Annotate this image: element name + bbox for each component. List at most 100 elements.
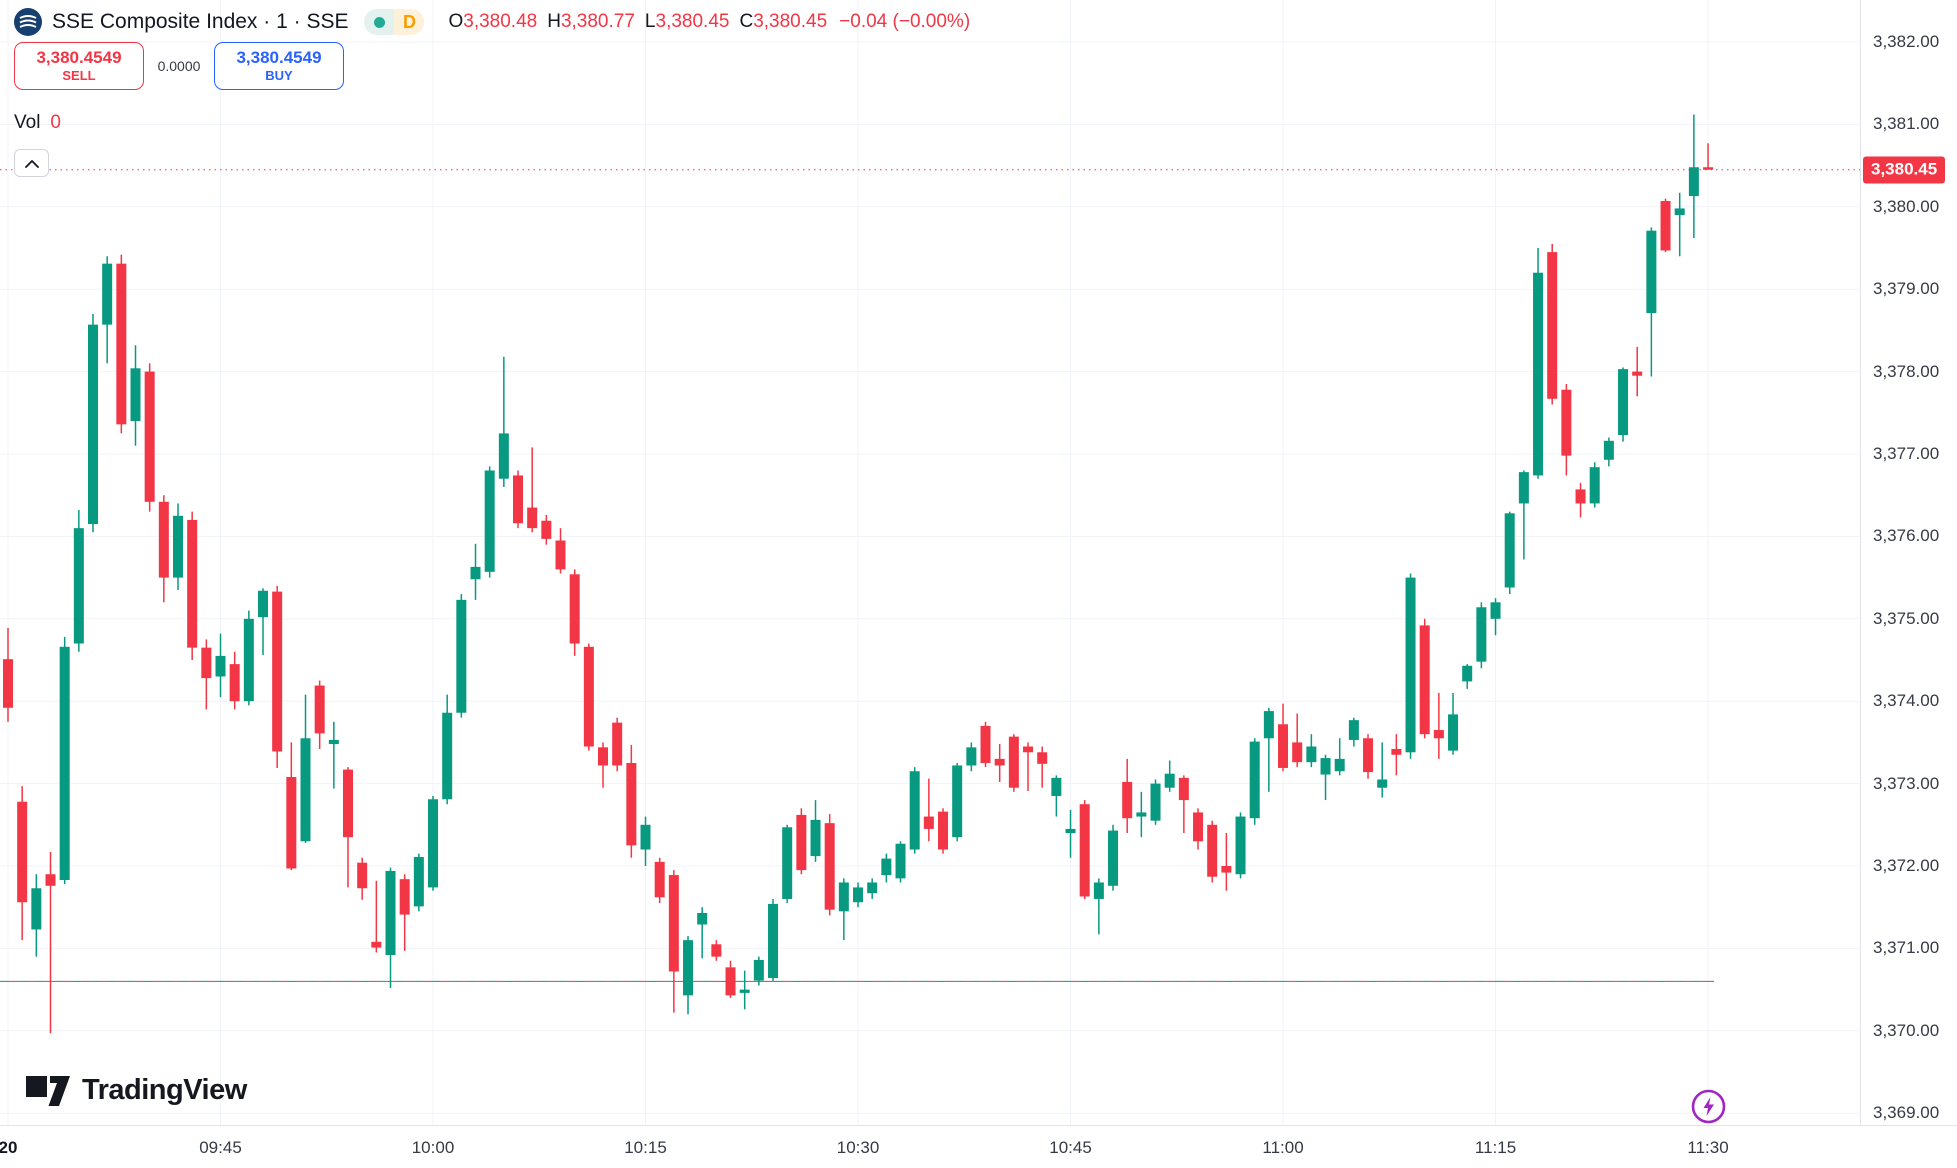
high-value: 3,380.77 bbox=[560, 11, 635, 32]
price-axis-label: 3,382.00 bbox=[1873, 32, 1940, 51]
candle-body bbox=[3, 659, 13, 708]
candle-body bbox=[711, 944, 722, 957]
time-axis-label: 11:15 bbox=[1474, 1138, 1517, 1157]
candlestick-chart[interactable] bbox=[0, 0, 1860, 1125]
interval-badge[interactable]: D bbox=[394, 9, 425, 35]
candle-body bbox=[498, 433, 509, 479]
candle-body bbox=[1037, 752, 1048, 764]
candle-body bbox=[73, 528, 84, 644]
buy-label: BUY bbox=[265, 68, 293, 83]
candle-body bbox=[1306, 746, 1317, 763]
candle-body bbox=[229, 664, 240, 702]
candle-body bbox=[187, 519, 198, 648]
candle-body bbox=[668, 875, 679, 972]
candle-body bbox=[1235, 816, 1246, 875]
candle-body bbox=[1377, 779, 1388, 788]
change-value: −0.04 (−0.00%) bbox=[839, 11, 971, 32]
candle-body bbox=[881, 858, 892, 876]
candle-body bbox=[513, 475, 524, 524]
collapse-panel-button[interactable] bbox=[14, 149, 49, 177]
candle-body bbox=[1051, 777, 1062, 796]
candle-body bbox=[697, 912, 708, 925]
sse-exchange-logo-icon bbox=[14, 8, 42, 36]
candle-body bbox=[357, 862, 368, 889]
candle-body bbox=[456, 599, 467, 713]
time-axis-label: 11:00 bbox=[1262, 1138, 1304, 1157]
time-axis-label: 10:00 bbox=[411, 1138, 455, 1157]
lightning-icon[interactable] bbox=[1690, 1088, 1727, 1125]
spread-value: 0.0000 bbox=[157, 58, 201, 74]
price-axis-label: 3,378.00 bbox=[1873, 361, 1940, 381]
candle-body bbox=[612, 722, 623, 766]
price-axis[interactable]: 3,380.45 3,382.00 3,381.00 3,380.00 3,379.0… bbox=[1860, 0, 1957, 1125]
candle-body bbox=[428, 799, 439, 888]
price-axis-label: 3,374.00 bbox=[1873, 691, 1940, 711]
candle-body bbox=[371, 941, 382, 948]
candle-body bbox=[938, 811, 949, 850]
candle-body bbox=[1348, 720, 1359, 740]
candle-body bbox=[1207, 824, 1218, 877]
candle-body bbox=[1561, 389, 1572, 456]
market-open-dot-icon bbox=[373, 16, 385, 28]
buy-button[interactable]: 3,380.4549 BUY bbox=[214, 42, 344, 90]
candle-body bbox=[1703, 167, 1714, 170]
candle-body bbox=[1178, 777, 1189, 801]
candle-body bbox=[1334, 758, 1345, 772]
candle-body bbox=[215, 655, 226, 677]
open-key: O bbox=[448, 11, 464, 32]
candle-body bbox=[102, 263, 113, 325]
price-axis-label: 3,369.00 bbox=[1873, 1103, 1940, 1123]
candle-body bbox=[1292, 742, 1303, 763]
sell-button[interactable]: 3,380.4549 SELL bbox=[14, 42, 144, 90]
candle-body bbox=[569, 574, 580, 644]
time-axis[interactable]: 20 09:45 10:00 10:15 10:30 10:45 11:00 11:15 11:… bbox=[0, 1125, 1957, 1168]
candle-body bbox=[17, 801, 28, 903]
candle-body bbox=[173, 515, 184, 578]
candle-body bbox=[1363, 738, 1374, 773]
candle-body bbox=[1518, 472, 1529, 504]
close-key: C bbox=[739, 11, 754, 32]
candle-body bbox=[201, 647, 212, 679]
symbol-title[interactable]: SSE Composite Index · 1 · SSE bbox=[52, 10, 349, 33]
candle-body bbox=[243, 618, 254, 702]
candle-body bbox=[413, 856, 424, 907]
candle-body bbox=[1150, 783, 1161, 821]
candle-body bbox=[1462, 665, 1473, 682]
volume-readout: Vol 0 bbox=[14, 112, 61, 134]
candle-body bbox=[1065, 828, 1076, 834]
candle-body bbox=[555, 540, 566, 570]
buy-price: 3,380.4549 bbox=[236, 48, 322, 67]
candle-body bbox=[909, 771, 920, 850]
price-axis-label: 3,380.00 bbox=[1873, 196, 1940, 216]
candle-body bbox=[739, 989, 750, 993]
candle-body bbox=[1079, 804, 1090, 897]
candle-body bbox=[1108, 830, 1119, 886]
candle-body bbox=[1448, 714, 1459, 751]
time-axis-label: 10:30 bbox=[836, 1138, 880, 1157]
candle-body bbox=[1547, 252, 1558, 399]
price-axis-label: 3,375.00 bbox=[1873, 608, 1940, 628]
candle-body bbox=[838, 882, 849, 912]
candle-body bbox=[867, 882, 878, 894]
candle-body bbox=[1263, 711, 1274, 739]
candle-body bbox=[1618, 369, 1629, 436]
candle-body bbox=[824, 823, 835, 910]
candle-body bbox=[1136, 812, 1147, 817]
tradingview-logo[interactable]: TradingView bbox=[26, 1074, 247, 1107]
candle-body bbox=[272, 591, 283, 752]
candle-body bbox=[1391, 748, 1402, 755]
price-axis-label: 3,376.00 bbox=[1873, 526, 1940, 546]
time-axis-label: 10:15 bbox=[624, 1138, 667, 1157]
candle-body bbox=[810, 819, 821, 857]
time-axis-label: 10:45 bbox=[1049, 1138, 1092, 1157]
candle-body bbox=[1433, 730, 1444, 739]
low-key: L bbox=[644, 11, 656, 32]
candle-body bbox=[31, 888, 42, 930]
market-status-pill[interactable] bbox=[364, 9, 395, 35]
time-axis-label: 20 bbox=[0, 1138, 18, 1157]
candle-body bbox=[484, 470, 495, 572]
candle-body bbox=[753, 959, 764, 981]
candle-body bbox=[300, 738, 311, 842]
candle-body bbox=[88, 324, 99, 525]
